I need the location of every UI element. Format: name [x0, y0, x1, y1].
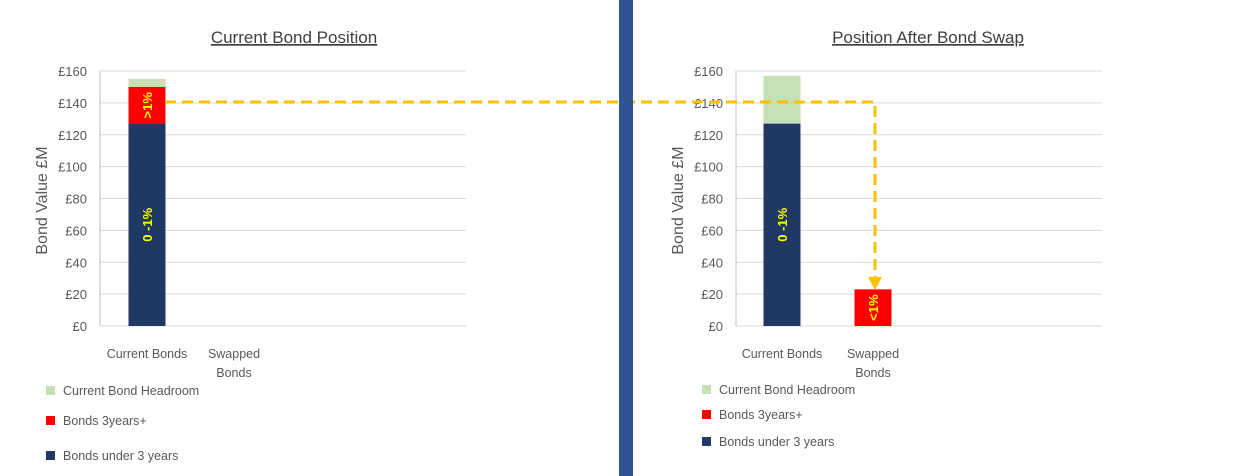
chart2-bar-headroom-1	[763, 75, 801, 124]
chart2-y-tick-label: £0	[709, 319, 723, 334]
chart1-bar-label-under3-1: 0 -1%	[140, 207, 155, 241]
chart1-bar-label-bonds3plus-1: >1%	[140, 92, 155, 119]
chart1-category-label: Bonds	[216, 366, 251, 380]
chart2-y-tick-label: £160	[694, 64, 723, 79]
chart1-y-tick-label: £120	[58, 128, 87, 143]
swap-arrow-head	[868, 277, 882, 290]
chart2-bar-label-bonds3plus-2: <1%	[866, 294, 881, 321]
chart2-legend-swatch-bonds3plus	[702, 410, 711, 419]
chart2-y-axis-title: Bond Value £M	[670, 146, 687, 254]
panel-divider	[619, 0, 633, 476]
chart2-legend-label: Bonds under 3 years	[719, 435, 834, 449]
chart2-legend-swatch-headroom	[702, 385, 711, 394]
chart1-y-tick-label: £60	[65, 223, 87, 238]
chart2-y-tick-label: £60	[701, 223, 723, 238]
chart2-y-tick-label: £80	[701, 192, 723, 207]
chart1-y-tick-label: £160	[58, 64, 87, 79]
chart2-legend-label: Current Bond Headroom	[719, 383, 855, 397]
chart2-legend-label: Bonds 3years+	[719, 408, 803, 422]
chart2-bar-under3-1	[763, 123, 801, 326]
chart2-legend-swatch-under3	[702, 437, 711, 446]
chart2-y-tick-label: £20	[701, 287, 723, 302]
chart1-bar-headroom-1	[128, 78, 166, 87]
chart2-y-tick-label: £100	[694, 160, 723, 175]
chart1-legend-swatch-headroom	[46, 386, 55, 395]
chart1-y-tick-label: £140	[58, 96, 87, 111]
chart1-category-label: Current Bonds	[107, 347, 188, 361]
chart1-y-tick-label: £80	[65, 192, 87, 207]
chart2-category-label: Swapped	[847, 347, 899, 361]
chart1-legend-label: Bonds 3years+	[63, 414, 147, 428]
chart2-y-tick-label: £40	[701, 255, 723, 270]
chart2-y-tick-label: £140	[694, 96, 723, 111]
chart2-bar-label-under3-1: 0 -1%	[775, 207, 790, 241]
chart1-legend-swatch-bonds3plus	[46, 416, 55, 425]
chart1-bar-under3-1	[128, 123, 166, 326]
chart1-y-tick-label: £100	[58, 160, 87, 175]
chart2-category-label: Current Bonds	[742, 347, 823, 361]
chart1-y-tick-label: £20	[65, 287, 87, 302]
chart2-y-tick-label: £120	[694, 128, 723, 143]
chart1-legend-label: Bonds under 3 years	[63, 449, 178, 463]
chart1-legend-label: Current Bond Headroom	[63, 384, 199, 398]
chart1-y-tick-label: £40	[65, 255, 87, 270]
chart1-title: Current Bond Position	[211, 28, 377, 47]
chart1-legend-swatch-under3	[46, 451, 55, 460]
chart2-title: Position After Bond Swap	[832, 28, 1024, 47]
chart2-category-label: Bonds	[855, 366, 890, 380]
chart1-category-label: Swapped	[208, 347, 260, 361]
chart2-bar-bonds3plus-2	[854, 289, 892, 326]
chart1-bar-bonds3plus-1	[128, 86, 166, 124]
chart1-y-tick-label: £0	[73, 319, 87, 334]
chart1-y-axis-title: Bond Value £M	[34, 146, 51, 254]
